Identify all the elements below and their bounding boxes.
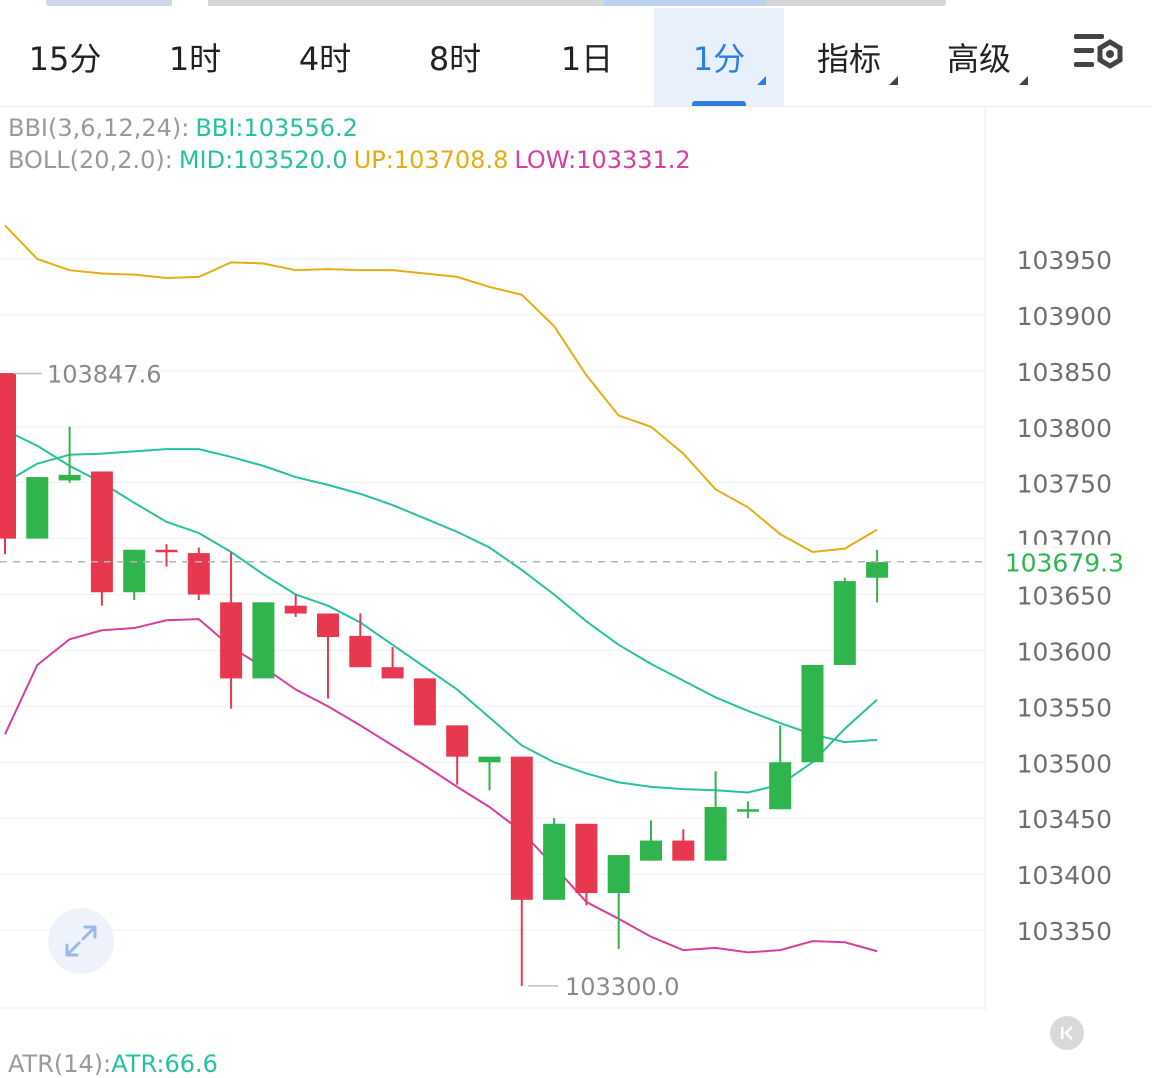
candle-body [284, 605, 307, 614]
bbi-legend: BBI(3,6,12,24): BBI:103556.2 [8, 114, 364, 142]
dropdown-triangle-icon [889, 76, 898, 85]
boll-legend-label: BOLL(20,2.0): [8, 146, 173, 174]
tab-1[interactable]: 15分 [0, 8, 130, 106]
candle-body [736, 809, 759, 812]
candle-body [0, 373, 16, 539]
tab-label: 1时 [168, 40, 222, 78]
candle-body [381, 667, 404, 679]
candle-body [220, 602, 243, 679]
candle-body [704, 806, 727, 861]
candle-body [349, 635, 372, 668]
candle-body [90, 471, 113, 593]
y-tick-label: 103900 [1017, 302, 1112, 331]
tab-label: 指标 [816, 40, 881, 78]
dropdown-triangle-icon [1019, 76, 1028, 85]
tab-label: 15分 [28, 40, 102, 78]
candle-body [833, 581, 856, 665]
boll-middle-line [4, 448, 878, 744]
last-price-label: 103679.3 [1005, 549, 1124, 578]
boll-legend-mid: MID:103520.0 [178, 146, 348, 174]
high-price-label: 103847.6 [47, 361, 162, 389]
candle-body [510, 756, 533, 900]
y-tick-label: 103750 [1017, 470, 1112, 499]
boll-upper-line [4, 224, 878, 554]
tab-6[interactable]: 1分 [654, 8, 784, 106]
y-tick-label: 103450 [1017, 805, 1112, 834]
expand-chart-button[interactable] [48, 908, 114, 974]
tab-4[interactable]: 8时 [390, 8, 520, 106]
candle-body [123, 549, 146, 593]
scroll-to-latest-button[interactable] [1050, 1016, 1084, 1050]
tab-5[interactable]: 1日 [520, 8, 654, 106]
boll-lower-line [4, 618, 878, 954]
chart-settings-icon[interactable] [1072, 30, 1126, 76]
candle-body [413, 678, 436, 726]
tab-label: 1分 [692, 40, 746, 78]
dropdown-triangle-icon [757, 76, 766, 85]
boll-legend-up: UP:103708.8 [353, 146, 509, 174]
bbi-legend-value: BBI:103556.2 [195, 114, 358, 142]
y-tick-label: 103600 [1017, 637, 1112, 666]
candle-body [543, 823, 566, 900]
candle-body [769, 762, 792, 810]
candle-body [252, 602, 275, 679]
y-tick-label: 103400 [1017, 861, 1112, 890]
y-tick-label: 103800 [1017, 414, 1112, 443]
candle-body [187, 553, 210, 595]
tab-label: 1日 [560, 40, 614, 78]
y-tick-label: 103550 [1017, 693, 1112, 722]
active-tab-indicator [692, 101, 746, 106]
boll-legend-low: LOW:103331.2 [514, 146, 691, 174]
atr-legend-value: ATR:66.6 [111, 1050, 218, 1078]
tab-label: 8时 [428, 40, 482, 78]
candle-body [640, 840, 662, 861]
boll-legend: BOLL(20,2.0): MID:103520.0 UP:103708.8 LOW:… [8, 146, 697, 174]
candle-body [607, 855, 630, 894]
candle-body [155, 549, 178, 553]
y-tick-label: 103650 [1017, 582, 1112, 611]
candle-body [446, 725, 469, 757]
candle-body [58, 474, 81, 481]
atr-legend: ATR(14):ATR:66.6 [8, 1050, 218, 1078]
bbi-line [4, 429, 878, 794]
candle-body [672, 840, 695, 861]
tab-2[interactable]: 1时 [130, 8, 260, 106]
tab-label: 高级 [946, 40, 1011, 78]
atr-legend-label: ATR(14): [8, 1050, 112, 1078]
last-price-label-bg [986, 544, 1152, 579]
tab-8[interactable]: 高级 [914, 8, 1044, 106]
y-tick-label: 103500 [1017, 749, 1112, 778]
tab-7[interactable]: 指标 [784, 8, 914, 106]
candle-body [866, 562, 889, 578]
tab-3[interactable]: 4时 [260, 8, 390, 106]
candlestick-chart[interactable]: 1039501039001038501038001037501037001036… [0, 106, 1152, 1010]
candle-body [317, 613, 339, 637]
candle-body [575, 823, 598, 894]
y-tick-label: 103950 [1017, 246, 1112, 275]
timeframe-tabbar: 15分 1时 4时 8时 1日 1分 指标 高级 [0, 8, 1152, 107]
candle-body [801, 664, 824, 763]
y-tick-label: 103850 [1017, 358, 1112, 387]
y-tick-label: 103350 [1017, 917, 1112, 946]
bbi-legend-label: BBI(3,6,12,24): [8, 114, 190, 142]
scrolled-headline [0, 0, 1152, 8]
tab-label: 4时 [298, 40, 352, 78]
candle-body [478, 756, 501, 763]
skip-back-icon [1061, 1026, 1073, 1040]
low-price-label: 103300.0 [565, 973, 680, 1001]
candle-body [26, 477, 49, 539]
expand-icon [65, 925, 97, 957]
